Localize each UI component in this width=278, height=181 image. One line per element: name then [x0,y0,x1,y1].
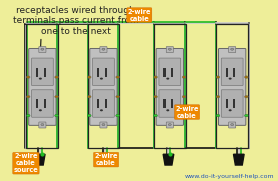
FancyBboxPatch shape [39,47,46,52]
FancyBboxPatch shape [39,122,46,128]
Text: 2-wire
cable: 2-wire cable [175,106,199,119]
Polygon shape [34,154,45,165]
Text: receptacles wired through
terminals pass current from
one to the next: receptacles wired through terminals pass… [13,6,138,36]
FancyBboxPatch shape [31,58,53,86]
FancyBboxPatch shape [159,58,181,86]
FancyBboxPatch shape [93,90,114,117]
FancyBboxPatch shape [93,58,114,86]
Circle shape [87,95,91,98]
Circle shape [26,95,30,98]
Bar [44,99,46,108]
Circle shape [100,109,103,111]
Circle shape [41,48,44,50]
Circle shape [182,114,186,117]
Bar [36,68,38,77]
Circle shape [26,76,30,78]
Circle shape [166,78,169,80]
FancyBboxPatch shape [229,122,236,128]
Circle shape [245,95,248,98]
Circle shape [39,78,42,80]
Bar [105,68,107,77]
Circle shape [87,114,91,117]
Circle shape [116,95,120,98]
FancyBboxPatch shape [221,90,243,117]
Circle shape [229,78,232,80]
Circle shape [229,109,232,111]
Bar [216,24,248,148]
FancyBboxPatch shape [100,122,107,128]
Circle shape [55,95,58,98]
FancyBboxPatch shape [219,49,246,125]
Circle shape [168,124,171,126]
Circle shape [182,95,186,98]
Bar [171,68,173,77]
Circle shape [55,114,58,117]
Polygon shape [100,154,110,165]
Circle shape [245,76,248,78]
FancyBboxPatch shape [159,90,181,117]
Text: www.do-it-yourself-help.com: www.do-it-yourself-help.com [185,174,275,178]
Circle shape [87,76,91,78]
Circle shape [100,78,103,80]
Bar [163,99,165,108]
Circle shape [168,48,171,50]
Circle shape [154,95,157,98]
Bar [226,99,228,108]
Circle shape [154,114,157,117]
Circle shape [182,76,186,78]
FancyBboxPatch shape [166,122,173,128]
FancyBboxPatch shape [90,49,117,125]
Polygon shape [163,154,174,165]
FancyBboxPatch shape [229,47,236,52]
Circle shape [116,114,120,117]
FancyBboxPatch shape [100,47,107,52]
Circle shape [116,76,120,78]
FancyBboxPatch shape [156,49,183,125]
Bar [97,99,99,108]
Circle shape [41,124,44,126]
Circle shape [245,114,248,117]
Polygon shape [234,154,244,165]
Text: 2-wire
cable: 2-wire cable [94,153,118,166]
Bar [234,68,235,77]
Bar [105,99,107,108]
Bar [163,68,165,77]
Circle shape [216,95,220,98]
Circle shape [231,48,234,50]
FancyBboxPatch shape [166,47,173,52]
Circle shape [26,114,30,117]
FancyBboxPatch shape [31,90,53,117]
Bar [97,68,99,77]
Circle shape [216,114,220,117]
Circle shape [216,76,220,78]
Bar [88,24,119,148]
Circle shape [102,124,105,126]
Circle shape [154,76,157,78]
Text: 2-wire
cable: 2-wire cable [128,9,151,22]
Bar [226,68,228,77]
Circle shape [55,76,58,78]
Bar [171,99,173,108]
Bar [26,24,58,148]
Circle shape [102,48,105,50]
Bar [154,24,186,148]
FancyBboxPatch shape [29,49,56,125]
Bar [36,99,38,108]
FancyBboxPatch shape [221,58,243,86]
Bar [44,68,46,77]
Circle shape [231,124,234,126]
Bar [234,99,235,108]
Circle shape [39,109,42,111]
Text: 2-wire
cable
source: 2-wire cable source [14,153,38,173]
Circle shape [166,109,169,111]
